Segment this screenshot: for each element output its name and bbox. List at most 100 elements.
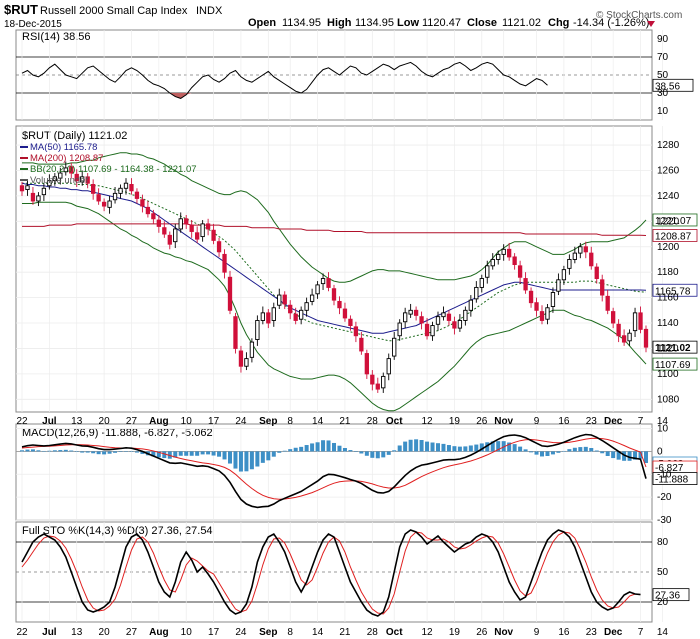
- macd-hist-bar: [518, 446, 523, 452]
- candle-body: [205, 223, 211, 230]
- macd-hist-bar: [228, 451, 232, 464]
- price-tick-label: 1280: [657, 140, 680, 151]
- x-tick-label-bottom: 14: [312, 627, 324, 638]
- candle-body: [441, 312, 446, 318]
- candle-body: [392, 337, 397, 357]
- macd-tick-label: -20: [657, 492, 672, 503]
- candle-body: [643, 328, 649, 348]
- candle-body: [638, 312, 643, 330]
- price-tick-label: 1220: [657, 216, 680, 227]
- candle-body: [162, 227, 167, 235]
- macd-hist-bar: [605, 451, 610, 456]
- x-tick-label-bottom: Jul: [42, 627, 57, 638]
- macd-hist-bar: [474, 444, 479, 452]
- price-panel: [15, 125, 653, 413]
- macd-hist-bar: [321, 440, 326, 452]
- candle-body: [528, 290, 534, 304]
- candle-body: [381, 375, 386, 389]
- macd-hist-bar: [288, 449, 293, 452]
- x-tick-label: 12: [421, 416, 433, 427]
- macd-hist-bar: [611, 451, 616, 459]
- macd-hist-bar: [540, 451, 544, 457]
- candle-body: [238, 350, 244, 367]
- x-tick-label-bottom: 26: [476, 627, 488, 638]
- candle-body: [227, 276, 233, 311]
- candle-body: [561, 269, 567, 281]
- x-tick-label: 26: [476, 416, 488, 427]
- x-tick-label: 8: [287, 416, 293, 427]
- exchange-label: INDX: [196, 5, 223, 17]
- candle-body: [512, 256, 517, 266]
- x-tick-label-bottom: 12: [421, 627, 433, 638]
- candle-body: [413, 309, 419, 316]
- x-tick-label: 22: [16, 416, 28, 427]
- candle-body: [621, 335, 627, 343]
- macd-hist-bar: [556, 451, 561, 453]
- macd-right-label: -11.888: [655, 475, 689, 486]
- x-tick-label-bottom: 7: [638, 627, 644, 638]
- macd-hist-bar: [534, 451, 539, 455]
- x-tick-label: 13: [71, 416, 83, 427]
- macd-hist-bar: [457, 446, 462, 452]
- candle-body: [605, 295, 610, 311]
- stoch-tag-box: [652, 588, 690, 602]
- candle-body: [63, 167, 68, 173]
- candle-body: [424, 323, 430, 337]
- rsi-last-label-box: [652, 78, 694, 92]
- candle-body: [140, 199, 145, 207]
- macd-hist-bar: [206, 451, 211, 455]
- macd-tick-label: 0: [657, 446, 663, 457]
- x-tick-label: Dec: [604, 416, 623, 427]
- candle-body: [167, 234, 172, 245]
- candle-body: [430, 325, 435, 337]
- candle-body: [386, 358, 391, 375]
- candle-body: [156, 219, 161, 227]
- close-label: Close: [467, 17, 497, 29]
- macd-hist-bar: [381, 451, 386, 458]
- rsi-tick-label: 70: [657, 52, 669, 63]
- candle-body: [255, 320, 260, 340]
- macd-hist-bar: [184, 451, 189, 456]
- candle-body: [545, 307, 550, 320]
- candle-body: [41, 187, 47, 196]
- candle-body: [337, 300, 342, 309]
- candle-body: [550, 292, 556, 307]
- price-tick-label: 1080: [657, 394, 680, 405]
- x-tick-label: 19: [449, 416, 461, 427]
- price-right-label: 1221.07: [655, 216, 692, 227]
- macd-hist-bar: [260, 451, 265, 463]
- price-tick-label: 1180: [657, 267, 679, 278]
- open-value: 1134.95: [282, 17, 321, 29]
- candle-body: [85, 176, 90, 184]
- macd-hist-bar: [567, 449, 572, 452]
- candle-body: [594, 266, 599, 279]
- macd-hist-bar: [58, 450, 63, 452]
- macd-hist-bar: [304, 445, 309, 452]
- macd-hist-bar: [129, 451, 134, 452]
- candle-body: [96, 194, 101, 202]
- rsi-tick-label: 90: [657, 34, 669, 45]
- candle-body: [134, 191, 140, 199]
- price-tick-label: 1120: [657, 343, 679, 354]
- macd-hist-bar: [638, 451, 643, 459]
- macd-hist-bar: [337, 445, 342, 452]
- legend-entry: Volume undef: [30, 175, 88, 186]
- candle-body: [556, 279, 561, 292]
- macd-hist-bar: [523, 449, 528, 452]
- macd-hist-bar: [107, 451, 112, 454]
- stoch-title: Full STO %K(14,3) %D(3) 27.36, 27.54: [22, 525, 213, 537]
- macd-hist-bar: [63, 449, 68, 452]
- x-tick-label-bottom: 9: [534, 627, 540, 638]
- candle-body: [632, 312, 638, 332]
- macd-hist-bar: [386, 451, 391, 455]
- macd-hist-bar: [441, 443, 446, 452]
- macd-hist-bar: [512, 444, 517, 452]
- candle-body: [25, 185, 30, 191]
- stoch-tick-label: 20: [657, 597, 669, 608]
- candle-body: [233, 316, 238, 349]
- candle-body: [80, 176, 85, 183]
- rsi-last-label: 38.56: [655, 81, 680, 92]
- candle-body: [151, 213, 156, 220]
- macd-hist-bar: [310, 443, 315, 452]
